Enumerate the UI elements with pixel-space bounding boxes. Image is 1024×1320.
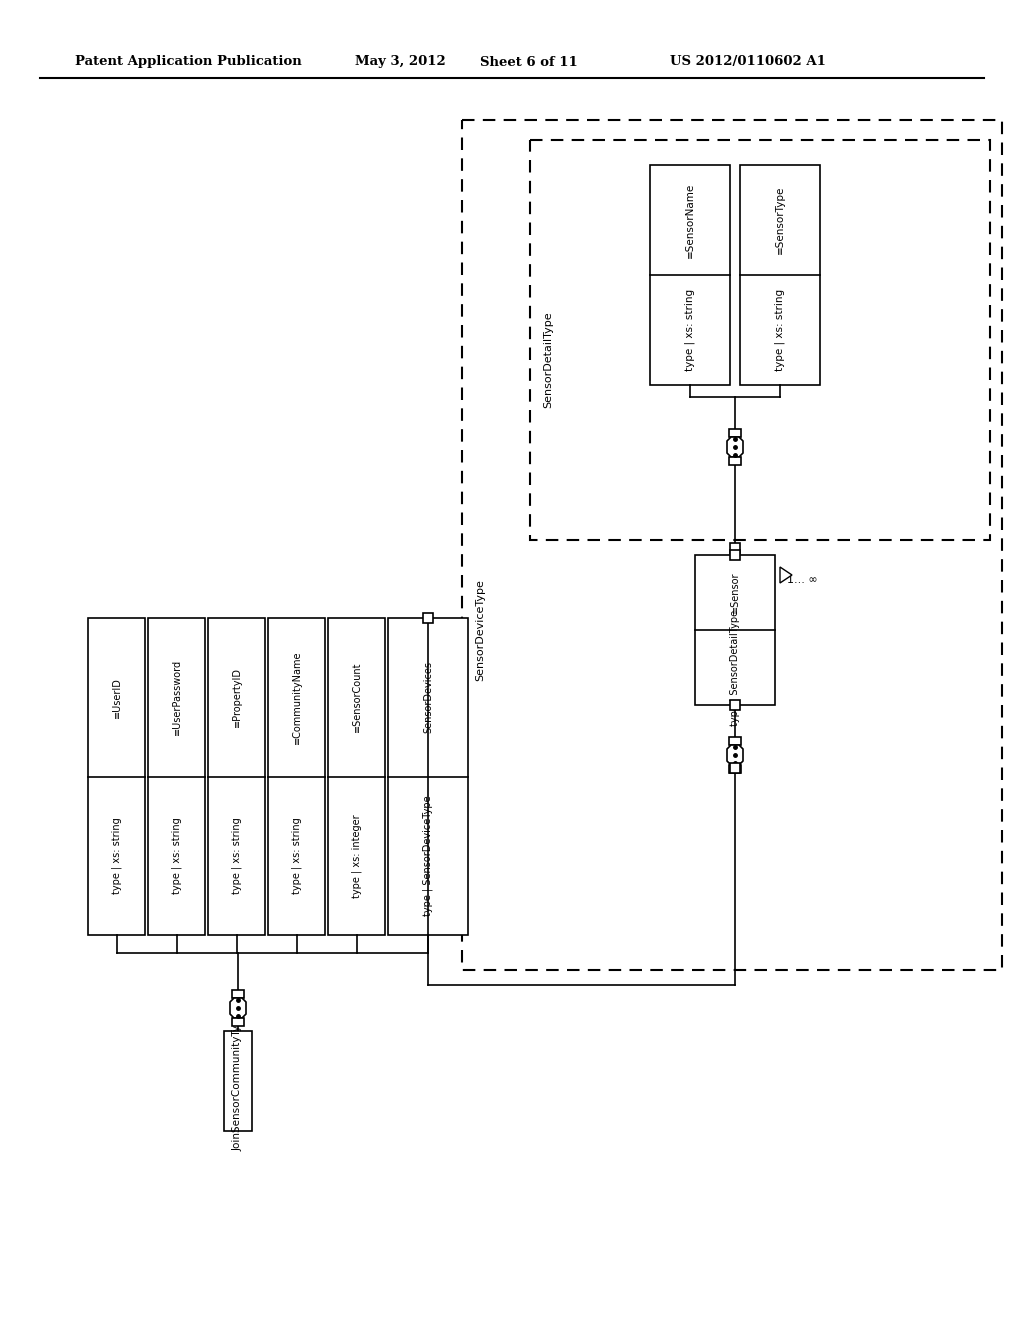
Text: JoinSensorCommunityType: JoinSensorCommunityType <box>233 1011 243 1151</box>
Text: type | SensorDetailType: type | SensorDetailType <box>730 610 740 726</box>
Text: ≡UserID: ≡UserID <box>112 677 122 718</box>
Bar <box>328 618 385 935</box>
Bar <box>730 763 740 774</box>
Text: Sheet 6 of 11: Sheet 6 of 11 <box>480 55 578 69</box>
Bar <box>729 737 740 744</box>
Bar <box>729 429 740 437</box>
Text: SensorDeviceType: SensorDeviceType <box>475 579 485 681</box>
Text: ≡SensorType: ≡SensorType <box>775 186 785 255</box>
Bar <box>462 120 1002 970</box>
Bar <box>88 618 145 935</box>
Text: type | SensorDeviceType: type | SensorDeviceType <box>423 796 433 916</box>
Bar <box>148 618 205 935</box>
Text: ≡UserPassword: ≡UserPassword <box>171 659 181 735</box>
Bar <box>730 700 740 710</box>
Bar <box>730 543 740 553</box>
Bar <box>530 140 990 540</box>
Polygon shape <box>727 744 743 766</box>
Text: SensorDevices: SensorDevices <box>423 661 433 733</box>
Bar <box>224 1031 252 1131</box>
Bar <box>268 618 325 935</box>
Text: 1... ∞: 1... ∞ <box>787 576 817 585</box>
Text: type | xs: integer: type | xs: integer <box>351 814 361 898</box>
Text: Patent Application Publication: Patent Application Publication <box>75 55 302 69</box>
Bar <box>208 618 265 935</box>
Bar <box>695 554 775 705</box>
Text: ≡SensorName: ≡SensorName <box>685 182 695 257</box>
Text: SensorDetailType: SensorDetailType <box>543 312 553 408</box>
Text: ≡PropertyID: ≡PropertyID <box>231 667 242 727</box>
Bar <box>729 766 740 774</box>
Bar <box>740 165 820 385</box>
Polygon shape <box>727 437 743 457</box>
Bar <box>388 618 468 935</box>
Bar <box>423 612 433 623</box>
Text: type | xs: string: type | xs: string <box>685 289 695 371</box>
Bar <box>729 457 740 465</box>
Polygon shape <box>780 568 792 583</box>
Text: ≡Sensor: ≡Sensor <box>730 572 740 614</box>
Text: type | xs: string: type | xs: string <box>112 817 122 894</box>
Text: May 3, 2012: May 3, 2012 <box>355 55 445 69</box>
Text: type | xs: string: type | xs: string <box>291 817 302 894</box>
Text: type | xs: string: type | xs: string <box>231 817 242 894</box>
Bar <box>730 550 740 560</box>
Text: ≡CommunityName: ≡CommunityName <box>292 651 301 744</box>
Text: ≡SensorCount: ≡SensorCount <box>351 663 361 733</box>
Text: US 2012/0110602 A1: US 2012/0110602 A1 <box>670 55 826 69</box>
Text: type | xs: string: type | xs: string <box>171 817 181 894</box>
Polygon shape <box>230 998 246 1018</box>
Bar <box>232 990 244 998</box>
Bar <box>232 1018 244 1026</box>
Bar <box>650 165 730 385</box>
Text: type | xs: string: type | xs: string <box>775 289 785 371</box>
